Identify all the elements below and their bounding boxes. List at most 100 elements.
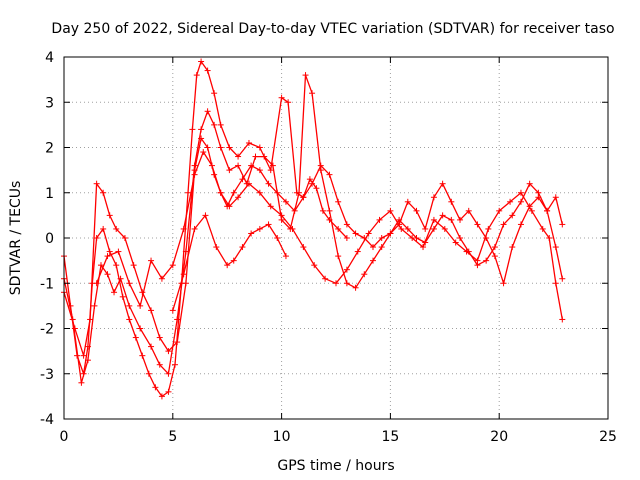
data-point — [552, 280, 559, 287]
data-point — [174, 316, 181, 323]
data-point — [343, 235, 350, 241]
data-point — [441, 225, 448, 232]
data-point — [235, 153, 242, 160]
data-point — [204, 67, 211, 74]
data-point — [158, 393, 165, 400]
series-trace-1 — [61, 58, 350, 400]
data-point — [248, 162, 255, 169]
data-point — [256, 167, 263, 174]
data-point — [465, 207, 472, 214]
data-point — [509, 212, 516, 219]
data-point — [126, 280, 133, 287]
data-point — [132, 334, 139, 341]
x-tick-label: 25 — [599, 429, 617, 445]
series-line — [63, 137, 563, 357]
y-axis-label: SDTVAR / TECUs — [8, 181, 24, 296]
data-point — [137, 302, 144, 309]
data-point — [285, 99, 292, 106]
data-point — [111, 289, 118, 296]
data-point — [387, 230, 394, 237]
data-point — [265, 221, 272, 228]
data-point — [430, 194, 437, 201]
data-point — [343, 280, 350, 287]
y-tick-label: 3 — [45, 95, 54, 111]
data-point — [224, 262, 231, 269]
series-trace-4 — [93, 149, 566, 323]
data-point — [319, 207, 326, 214]
data-point — [256, 225, 263, 232]
data-point — [500, 280, 507, 287]
data-point — [267, 203, 274, 210]
data-point — [404, 198, 411, 205]
data-point — [169, 262, 176, 269]
data-point — [378, 235, 385, 241]
data-point — [517, 189, 524, 196]
data-point — [361, 271, 368, 278]
data-point — [165, 388, 172, 395]
data-point — [457, 235, 464, 241]
data-point — [387, 207, 394, 214]
data-point — [439, 212, 446, 219]
data-point — [289, 225, 296, 232]
x-axis-label: GPS time / hours — [277, 458, 394, 474]
data-point — [420, 244, 427, 251]
data-point — [171, 361, 178, 368]
data-point — [226, 167, 233, 174]
data-point — [248, 230, 255, 237]
data-point — [87, 316, 94, 323]
data-point — [474, 257, 481, 264]
x-tick-label: 20 — [490, 429, 508, 445]
data-point — [106, 248, 113, 255]
data-point — [245, 180, 252, 187]
data-point — [311, 262, 318, 269]
data-point — [226, 203, 233, 210]
data-point — [559, 221, 566, 228]
data-point — [291, 207, 298, 214]
data-point — [483, 257, 490, 264]
data-point — [104, 271, 111, 278]
data-point — [169, 307, 176, 314]
chart-title: Day 250 of 2022, Sidereal Day-to-day VTE… — [51, 21, 614, 37]
data-point — [156, 334, 163, 341]
data-point — [398, 225, 405, 232]
data-point — [282, 198, 289, 205]
data-point — [80, 352, 87, 359]
data-point — [211, 121, 218, 128]
data-point — [296, 189, 303, 196]
data-point — [448, 216, 455, 223]
data-point — [97, 262, 104, 269]
data-point — [130, 262, 137, 269]
data-point — [274, 235, 281, 241]
data-point — [378, 244, 385, 251]
data-point — [100, 189, 107, 196]
data-point — [117, 275, 124, 282]
y-tick-label: 4 — [45, 50, 54, 66]
x-tick-label: 10 — [273, 429, 291, 445]
data-point — [204, 108, 211, 115]
data-point — [422, 225, 429, 232]
series-trace-5 — [169, 212, 289, 314]
data-point — [354, 248, 361, 255]
data-point — [230, 257, 237, 264]
data-point — [335, 225, 342, 232]
data-point — [180, 225, 187, 232]
data-point — [211, 90, 218, 97]
data-point — [265, 180, 272, 187]
data-point — [158, 275, 165, 282]
y-tick-label: 2 — [45, 141, 54, 157]
data-point — [376, 216, 383, 223]
data-point — [174, 339, 181, 346]
data-point — [496, 207, 503, 214]
data-point — [463, 248, 470, 255]
x-tick-label: 5 — [168, 429, 177, 445]
data-point — [119, 293, 126, 300]
series-trace-3 — [61, 135, 566, 359]
data-point — [115, 248, 122, 255]
data-point — [369, 244, 376, 251]
data-point — [139, 352, 146, 359]
data-point — [474, 221, 481, 228]
data-point — [507, 198, 514, 205]
data-point — [333, 280, 339, 287]
data-point — [544, 207, 551, 214]
data-point — [552, 194, 559, 201]
